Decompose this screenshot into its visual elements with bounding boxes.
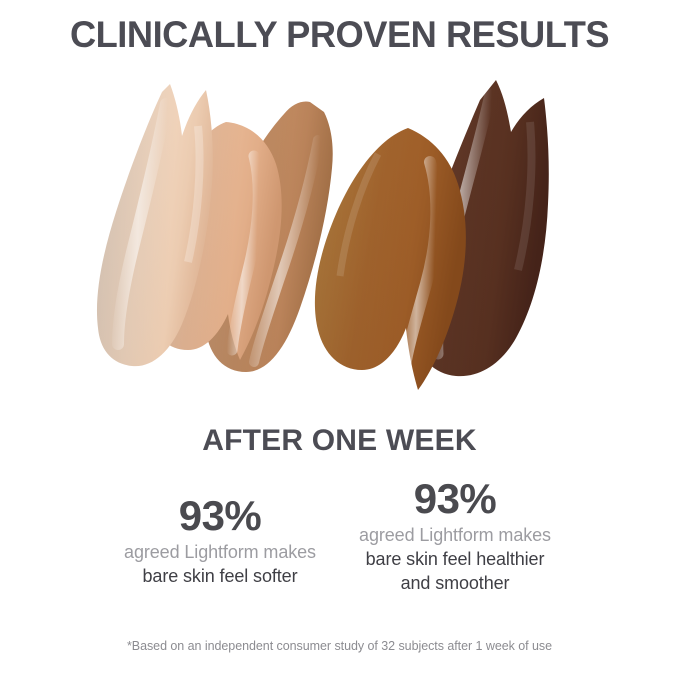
shade-swatch-1-fair (96, 84, 213, 367)
stat-line: agreed Lightform makes (124, 542, 316, 563)
stat-description: agreed Lightform makes bare skin feel so… (70, 541, 370, 589)
stat-block-healthier: 93% agreed Lightform makes bare skin fee… (305, 475, 605, 595)
shade-swatch-4-tan (314, 128, 466, 390)
stat-line: bare skin feel softer (142, 565, 298, 586)
stat-line: bare skin feel healthier (365, 548, 545, 569)
stat-line: agreed Lightform makes (359, 525, 551, 546)
page-title: CLINICALLY PROVEN RESULTS (69, 14, 610, 55)
stat-line: and smoother (400, 572, 510, 593)
statistics-group: 93% agreed Lightform makes bare skin fee… (0, 472, 679, 612)
stat-value: 93% (413, 475, 497, 522)
stat-block-softer: 93% agreed Lightform makes bare skin fee… (70, 492, 370, 589)
stat-description: agreed Lightform makes bare skin feel he… (305, 524, 605, 595)
study-disclaimer: *Based on an independent consumer study … (126, 639, 553, 653)
stat-value: 93% (178, 492, 262, 539)
foundation-shade-swatch-group (78, 70, 602, 404)
section-subtitle: AFTER ONE WEEK (202, 424, 477, 457)
